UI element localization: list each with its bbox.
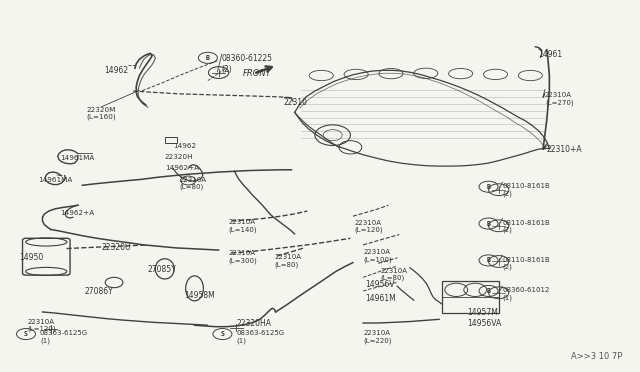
Text: 22310A
(L=80): 22310A (L=80): [380, 268, 407, 281]
Text: 22320U: 22320U: [101, 243, 131, 252]
Text: 22310A
(L=100): 22310A (L=100): [363, 249, 392, 263]
Text: 08363-6125G
(1): 08363-6125G (1): [236, 330, 285, 344]
Text: B: B: [486, 288, 490, 294]
Text: 22310A
(L=120): 22310A (L=120): [28, 318, 56, 332]
Text: 22310A
(L=220): 22310A (L=220): [363, 330, 392, 344]
Text: 14962: 14962: [104, 66, 128, 75]
Text: 14950: 14950: [19, 253, 44, 262]
Text: 14961: 14961: [539, 50, 563, 59]
Text: 14961M: 14961M: [365, 294, 396, 302]
Text: 14962+A: 14962+A: [164, 165, 199, 171]
Text: B: B: [206, 55, 210, 61]
Text: 08360-61012
(1): 08360-61012 (1): [502, 287, 550, 301]
Text: 14962: 14962: [173, 142, 196, 148]
Text: 08360-61225
(2): 08360-61225 (2): [222, 54, 273, 74]
Text: 22310A
(L=140): 22310A (L=140): [228, 219, 257, 232]
Text: 22310A
(L=80): 22310A (L=80): [179, 177, 206, 190]
Text: A>>3 10 7P: A>>3 10 7P: [572, 352, 623, 361]
Text: B: B: [486, 221, 490, 227]
Text: 22310A
(L=300): 22310A (L=300): [228, 250, 257, 264]
Text: 27085Y: 27085Y: [148, 265, 177, 274]
Text: 22320H: 22320H: [164, 154, 193, 160]
Text: 27086Y: 27086Y: [84, 287, 113, 296]
Text: 22310A
(L=270): 22310A (L=270): [545, 92, 573, 106]
Text: 14956VA: 14956VA: [467, 319, 501, 328]
Text: 14962+A: 14962+A: [60, 210, 95, 216]
Text: 14957M: 14957M: [467, 308, 498, 317]
Text: 08110-8161B
(2): 08110-8161B (2): [502, 183, 550, 196]
Text: 22320HA: 22320HA: [236, 319, 271, 328]
Text: 22310A
(L=80): 22310A (L=80): [275, 254, 301, 267]
Text: 22310: 22310: [284, 97, 308, 107]
Text: 22320M
(L=160): 22320M (L=160): [87, 107, 116, 120]
Text: 22310+A: 22310+A: [547, 145, 582, 154]
Text: 14956V: 14956V: [365, 280, 395, 289]
Text: S: S: [220, 331, 225, 337]
Text: 14961MA: 14961MA: [60, 155, 95, 161]
Text: B: B: [486, 257, 490, 263]
Text: FRONT: FRONT: [243, 69, 271, 78]
Text: S: S: [24, 331, 28, 337]
Text: 08363-6125G
(1): 08363-6125G (1): [40, 330, 88, 344]
Text: 08110-8161B
(2): 08110-8161B (2): [502, 257, 550, 270]
Text: 08110-8161B
(2): 08110-8161B (2): [502, 220, 550, 233]
Text: 22310A
(L=120): 22310A (L=120): [355, 220, 383, 233]
Text: 14958M: 14958M: [184, 291, 214, 300]
Text: B: B: [486, 184, 490, 190]
Text: 14961MA: 14961MA: [38, 177, 72, 183]
